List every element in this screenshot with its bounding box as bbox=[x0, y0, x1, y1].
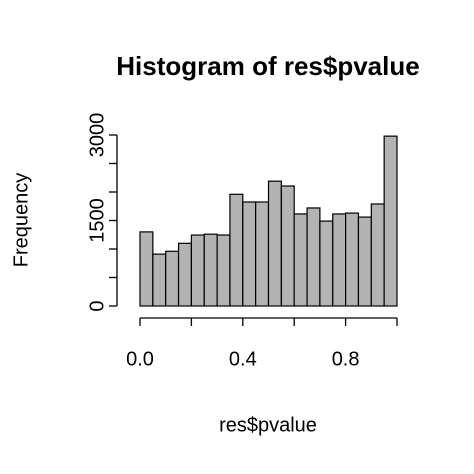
y-tick-label: 1500 bbox=[86, 198, 108, 243]
bar bbox=[293, 213, 308, 307]
y-axis-label: Frequency bbox=[10, 173, 32, 268]
bar bbox=[280, 185, 295, 307]
bar bbox=[139, 231, 154, 307]
bar bbox=[267, 180, 282, 307]
y-tick-label: 3000 bbox=[86, 113, 108, 158]
bar bbox=[345, 212, 360, 307]
bar bbox=[370, 203, 385, 307]
bar bbox=[383, 135, 398, 307]
bar bbox=[332, 213, 347, 307]
bar bbox=[255, 201, 270, 307]
bar bbox=[203, 233, 218, 307]
bar bbox=[229, 193, 244, 307]
bar bbox=[190, 234, 205, 307]
bar bbox=[165, 250, 180, 307]
bar bbox=[319, 220, 334, 307]
chart-title: Histogram of res$pvalue bbox=[116, 51, 419, 81]
bar bbox=[216, 234, 231, 307]
x-axis-label: res$pvalue bbox=[219, 414, 317, 436]
bar bbox=[177, 242, 193, 307]
bar bbox=[152, 253, 167, 307]
bar bbox=[357, 216, 372, 307]
bar bbox=[242, 201, 257, 307]
x-tick-label: 0.8 bbox=[332, 348, 360, 370]
bar bbox=[306, 207, 321, 307]
x-tick-label: 0.4 bbox=[229, 348, 257, 370]
x-tick-label: 0.0 bbox=[126, 348, 154, 370]
y-tick-label: 0 bbox=[86, 300, 108, 311]
